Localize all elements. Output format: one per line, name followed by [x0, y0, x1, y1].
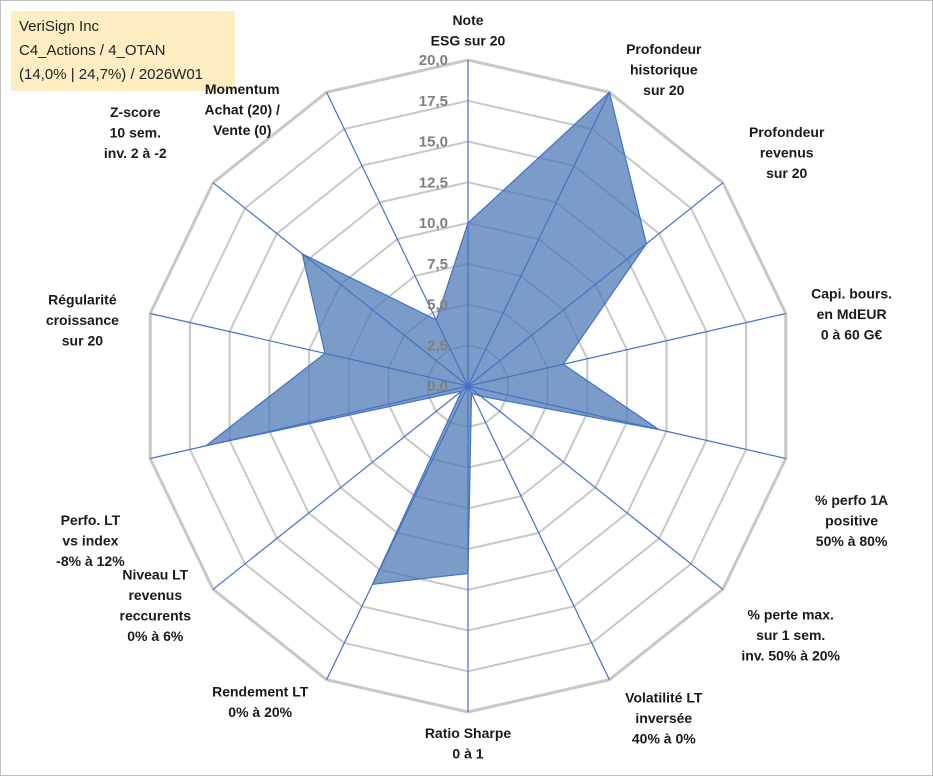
spoke-12	[212, 182, 469, 387]
radar-axis-labels: Note ESG sur 20 Profondeur historique sur 20…	[46, 12, 892, 762]
axis-label-10: Perfo. LT vs index -8% à 12%	[56, 512, 125, 569]
axis-label-2: Profondeur revenus sur 20	[749, 124, 825, 181]
axis-label-4: % perfo 1A positive 50% à 80%	[815, 492, 888, 549]
axis-label-7: Ratio Sharpe 0 à 1	[425, 725, 512, 762]
tick-label-7: 17,5	[419, 93, 448, 110]
axis-label-13: Momentum Achat (20) / Vente (0)	[204, 81, 280, 138]
title-portfolio: C4_Actions / 4_OTAN	[19, 42, 166, 59]
spoke-11	[150, 312, 469, 387]
chart-title-box: VeriSign Inc C4_Actions / 4_OTAN (14,0% …	[11, 11, 235, 91]
tick-label-3: 7,5	[427, 256, 448, 273]
tick-label-8: 20,0	[419, 52, 448, 69]
spoke-3	[467, 312, 786, 387]
spoke-5	[467, 385, 724, 590]
tick-label-6: 15,0	[419, 134, 448, 151]
tick-label-1: 2,5	[427, 337, 448, 354]
spoke-6	[467, 385, 610, 680]
tick-label-2: 5,0	[427, 297, 448, 314]
radar-tick-labels: 0,0 2,5 5,0 7,5 10,0 12,5 15,0 17,5 20,0	[419, 52, 448, 395]
axis-label-12: Z-score 10 sem. inv. 2 à -2	[104, 104, 167, 161]
radar-spokes	[150, 60, 786, 712]
axis-label-1: Profondeur historique sur 20	[626, 41, 702, 98]
axis-label-0: Note ESG sur 20	[431, 12, 506, 49]
tick-label-0: 0,0	[427, 378, 448, 395]
axis-label-11: Régularité croissance sur 20	[46, 292, 119, 349]
tick-label-4: 10,0	[419, 215, 448, 232]
tick-label-5: 12,5	[419, 174, 448, 191]
axis-label-5: % perte max. sur 1 sem. inv. 50% à 20%	[741, 607, 840, 664]
axis-label-8: Rendement LT 0% à 20%	[212, 684, 309, 721]
title-company: VeriSign Inc	[19, 18, 100, 35]
spoke-1	[467, 92, 610, 387]
axis-label-3: Capi. bours. en MdEUR 0 à 60 G€	[811, 286, 892, 343]
spoke-4	[467, 385, 786, 460]
spoke-10	[150, 385, 469, 460]
title-stats: (14,0% | 24,7%) / 2026W01	[19, 66, 203, 83]
spoke-8	[326, 385, 469, 680]
spoke-2	[467, 182, 724, 387]
spoke-9	[212, 385, 469, 590]
axis-label-9: Niveau LT revenus reccurents 0% à 6%	[120, 567, 192, 645]
axis-label-6: Volatilité LT inversée 40% à 0%	[625, 690, 703, 747]
spoke-13	[326, 92, 469, 387]
